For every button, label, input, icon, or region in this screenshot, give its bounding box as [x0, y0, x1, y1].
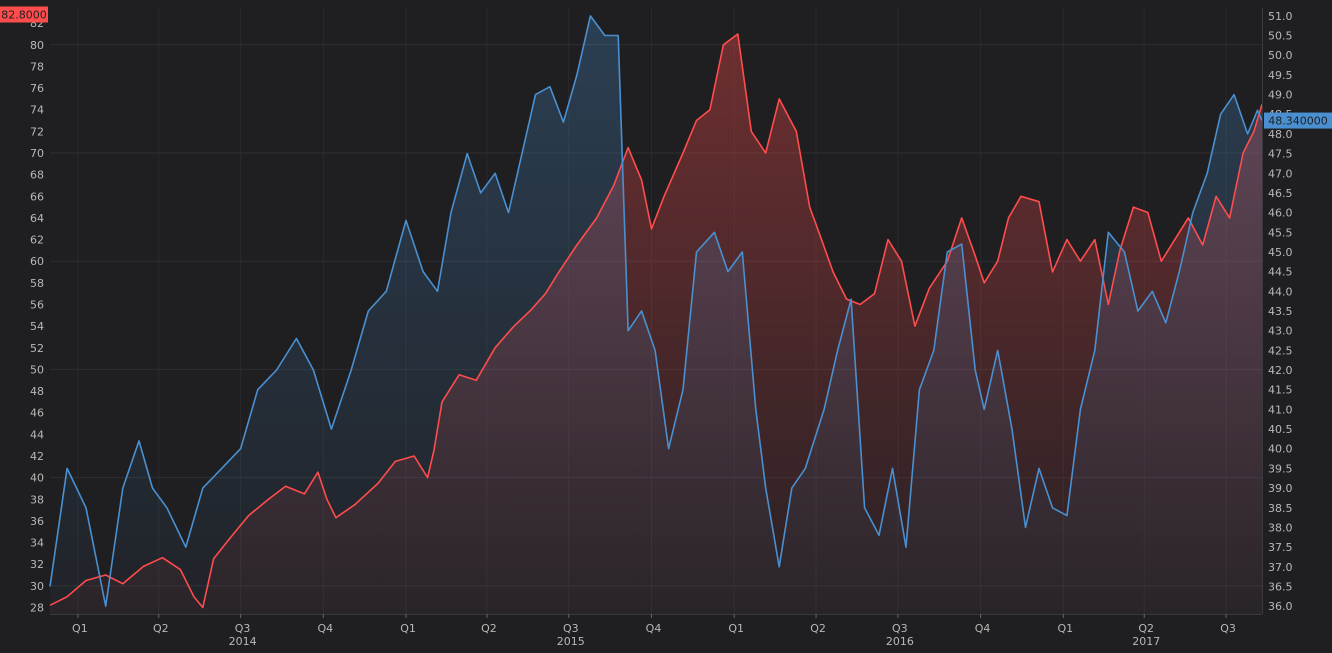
series-areas	[50, 15, 1262, 614]
left-axis-tick-label: 42	[30, 450, 44, 463]
x-axis-quarter-label: Q1	[72, 622, 88, 635]
right-axis-tick-label: 38.0	[1268, 521, 1293, 534]
x-axis-quarter-label: Q2	[153, 622, 169, 635]
left-axis-tick-label: 30	[30, 580, 44, 593]
left-axis-tick-label: 50	[30, 363, 44, 376]
series-line-1	[49, 33, 1263, 609]
x-axis-quarter-label: Q1	[400, 622, 416, 635]
right-axis-tick-label: 36.5	[1268, 580, 1293, 593]
x-axis-quarter-label: Q1	[728, 622, 744, 635]
left-axis-tick-label: 68	[30, 169, 44, 182]
x-axis-quarter-label: Q4	[646, 622, 662, 635]
right-axis-tick-label: 44.5	[1268, 266, 1293, 279]
right-axis-tick-label: 45.0	[1268, 246, 1293, 259]
left-axis-tick-label: 66	[30, 190, 44, 203]
left-axis-tick-label: 28	[30, 602, 44, 615]
x-axis-quarter-label: Q4	[317, 622, 333, 635]
series-lines	[49, 15, 1263, 609]
x-axis-quarter-label: Q2	[810, 622, 826, 635]
left-axis-tick-label: 52	[30, 342, 44, 355]
right-axis-tick-label: 37.0	[1268, 561, 1293, 574]
left-axis-tick-label: 78	[30, 60, 44, 73]
left-axis-tick-label: 48	[30, 385, 44, 398]
right-axis-tick-label: 43.5	[1268, 305, 1293, 318]
right-axis-tick-label: 48.0	[1268, 128, 1293, 141]
right-axis-tick-label: 44.0	[1268, 285, 1293, 298]
right-axis-tick-label: 50.0	[1268, 49, 1293, 62]
right-axis-tick-label: 38.5	[1268, 502, 1293, 515]
right-axis-tick-label: 42.5	[1268, 344, 1293, 357]
right-axis-tick-label: 41.5	[1268, 384, 1293, 397]
left-axis-tick-label: 62	[30, 234, 44, 247]
left-axis-tick-label: 80	[30, 39, 44, 52]
left-axis-tick-label: 76	[30, 82, 44, 95]
right-last-value-text: 48.340000	[1268, 115, 1328, 128]
right-last-value-badge	[1264, 112, 1332, 129]
right-axis-tick-label: 47.5	[1268, 148, 1293, 161]
left-axis-tick-label: 40	[30, 472, 44, 485]
left-axis-tick-label: 72	[30, 125, 44, 138]
x-axis-quarter-label: Q3	[563, 622, 579, 635]
x-axis-year-label: 2014	[229, 635, 257, 648]
x-axis-quarter-label: Q3	[1220, 622, 1236, 635]
left-axis-tick-label: 70	[30, 147, 44, 160]
x-axis-quarter-label: Q1	[1057, 622, 1073, 635]
right-axis-tick-label: 39.5	[1268, 462, 1293, 475]
left-axis-tick-label: 74	[30, 104, 44, 117]
right-axis-tick-label: 50.5	[1268, 30, 1293, 43]
left-axis-tick-label: 64	[30, 212, 44, 225]
x-axis-year-label: 2015	[557, 635, 585, 648]
right-axis-tick-label: 49.5	[1268, 69, 1293, 82]
x-axis-quarter-label: Q2	[481, 622, 497, 635]
left-last-value-badge	[0, 6, 48, 23]
right-axis-tick-label: 42.0	[1268, 364, 1293, 377]
right-axis-tick-label: 40.0	[1268, 443, 1293, 456]
left-axis-tick-label: 44	[30, 428, 44, 441]
series-area-2	[50, 15, 1262, 614]
right-axis-tick-label: 47.0	[1268, 167, 1293, 180]
left-axis-tick-label: 60	[30, 255, 44, 268]
left-axis-tick-label: 54	[30, 320, 44, 333]
left-axis-tick-label: 56	[30, 299, 44, 312]
right-axis-tick-label: 36.0	[1268, 600, 1293, 613]
right-axis-tick-label: 45.5	[1268, 226, 1293, 239]
series-line-2	[49, 15, 1263, 607]
left-last-value-text: 82.8000	[1, 8, 47, 21]
left-axis-tick-label: 38	[30, 493, 44, 506]
right-axis-tick-label: 46.0	[1268, 207, 1293, 220]
right-axis-tick-label: 40.5	[1268, 423, 1293, 436]
x-axis-quarter-label: Q3	[235, 622, 251, 635]
right-axis-tick-label: 46.5	[1268, 187, 1293, 200]
right-axis-tick-label: 37.5	[1268, 541, 1293, 554]
right-axis-tick-label: 39.0	[1268, 482, 1293, 495]
right-axis-tick-label: 49.0	[1268, 89, 1293, 102]
x-axis-quarter-label: Q2	[1138, 622, 1154, 635]
axes: 28 30 32 34 36 38 40 42 44 46 48 50 52 54 56 58 60 62 64 66…	[30, 8, 1293, 648]
left-axis-tick-label: 34	[30, 537, 44, 550]
x-axis-quarter-label: Q3	[892, 622, 908, 635]
x-axis-year-label: 2017	[1132, 635, 1160, 648]
left-axis-tick-label: 32	[30, 558, 44, 571]
right-axis-tick-label: 41.0	[1268, 403, 1293, 416]
left-axis-tick-label: 36	[30, 515, 44, 528]
x-axis-year-label: 2016	[886, 635, 914, 648]
right-axis-tick-label: 43.0	[1268, 325, 1293, 338]
left-axis-tick-label: 58	[30, 277, 44, 290]
left-axis-tick-label: 46	[30, 407, 44, 420]
right-axis-tick-label: 51.0	[1268, 10, 1293, 23]
x-axis-quarter-label: Q4	[975, 622, 991, 635]
last-value-labels: 82.8000 48.340000	[0, 6, 1332, 129]
